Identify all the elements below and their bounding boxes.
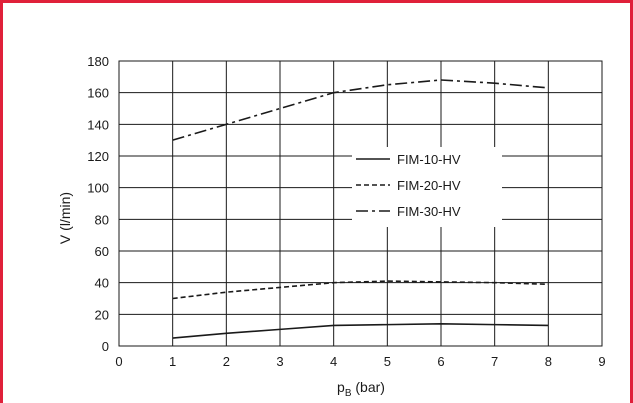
y-tick-label: 160 — [87, 86, 109, 101]
y-tick-label: 140 — [87, 117, 109, 132]
legend-label: FIM-30-HV — [397, 204, 461, 219]
x-tick-label: 8 — [545, 354, 552, 369]
legend: FIM-10-HV FIM-20-HV FIM-30-HV — [352, 147, 502, 227]
x-tick-label: 4 — [330, 354, 337, 369]
legend-label: FIM-10-HV — [397, 152, 461, 167]
y-axis-label: V (l/min) — [57, 192, 73, 244]
y-tick-label: 60 — [95, 244, 109, 259]
y-tick-label: 0 — [102, 339, 109, 354]
series-line-fim-10-hv — [172, 323, 549, 339]
legend-label: FIM-20-HV — [397, 178, 461, 193]
y-tick-label: 120 — [87, 149, 109, 164]
x-axis-label-subscript: B — [345, 388, 352, 399]
series-lines — [172, 79, 549, 339]
y-tick-labels: 0 20 40 60 80 100 120 140 160 180 — [87, 54, 109, 354]
x-tick-label: 7 — [491, 354, 498, 369]
x-axis-label: pB (bar) — [337, 379, 385, 399]
series-line-fim-20-hv — [172, 280, 549, 300]
x-axis-label-unit: (bar) — [352, 379, 385, 395]
x-tick-label: 2 — [223, 354, 230, 369]
x-tick-label: 0 — [115, 354, 122, 369]
y-tick-label: 80 — [95, 212, 109, 227]
x-axis-label-main: p — [337, 379, 345, 395]
x-tick-label: 1 — [169, 354, 176, 369]
y-tick-label: 40 — [95, 276, 109, 291]
x-tick-label: 5 — [384, 354, 391, 369]
y-tick-label: 20 — [95, 307, 109, 322]
y-tick-label: 100 — [87, 181, 109, 196]
legend-background — [352, 147, 502, 227]
series-line-fim-30-hv — [172, 79, 549, 141]
plot-border — [118, 60, 603, 347]
y-tick-label: 180 — [87, 54, 109, 69]
x-tick-labels: 0 1 2 3 4 5 6 7 8 9 — [115, 354, 605, 369]
x-tick-label: 9 — [598, 354, 605, 369]
x-tick-label: 6 — [437, 354, 444, 369]
x-tick-label: 3 — [276, 354, 283, 369]
